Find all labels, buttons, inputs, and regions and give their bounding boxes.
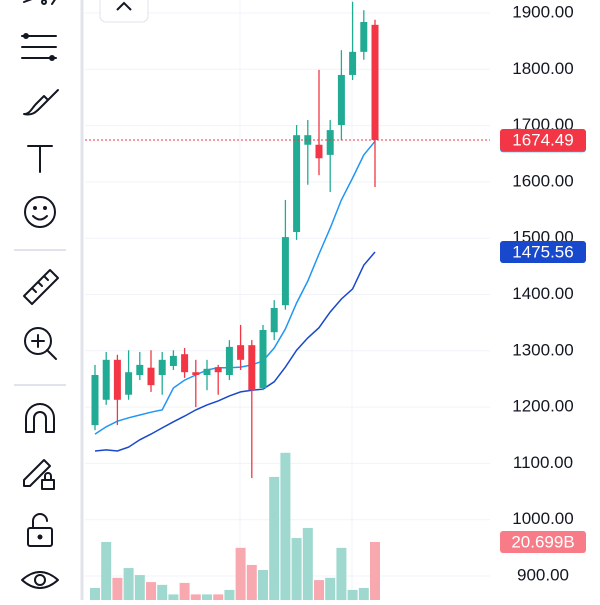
volume-bar: [370, 541, 380, 600]
volume-bar: [246, 564, 257, 600]
toolbar: [0, 0, 149, 600]
candle-body: [125, 372, 133, 395]
candle-body: [304, 135, 312, 145]
candle-body: [203, 368, 211, 376]
volume-bar: [190, 594, 201, 600]
volume-bar: [146, 582, 156, 600]
candle-body: [281, 237, 289, 306]
candle-body: [181, 354, 189, 373]
volume-bar: [291, 538, 302, 600]
candle-body: [102, 359, 110, 400]
volume-bar: [314, 580, 324, 600]
y-tick-label: 1800.00: [512, 59, 573, 78]
volume-tag: 20.699B: [511, 532, 574, 551]
collapse-button[interactable]: [99, 0, 149, 23]
y-tick-label: 1100.00: [513, 453, 573, 472]
text-tool[interactable]: [27, 145, 53, 173]
candle-body: [136, 364, 144, 376]
brush-tool[interactable]: [23, 89, 59, 116]
y-tick-label: 1300.00: [512, 340, 573, 359]
volume-bar: [336, 547, 347, 600]
volume-bar: [202, 594, 212, 600]
candle-body: [259, 329, 267, 388]
volume-bar: [302, 527, 313, 600]
zoom-tool[interactable]: [24, 327, 57, 360]
ruler-tool[interactable]: [23, 269, 59, 305]
candle-body: [360, 22, 368, 52]
candle-body: [337, 74, 345, 126]
volume-bar: [179, 582, 190, 600]
y-tick-label: 1000.00: [512, 509, 573, 528]
y-tick-label: 1200.00: [512, 397, 573, 416]
candle-body: [371, 24, 379, 140]
candle-body: [349, 51, 357, 75]
last-price-tag-bg: [500, 128, 586, 151]
volume-bar: [224, 589, 235, 600]
volume-bar: [269, 476, 280, 600]
candle-body: [91, 375, 99, 426]
moving-average-line: [94, 140, 376, 435]
moving-average-line: [94, 251, 376, 452]
volume-bar: [325, 577, 336, 600]
magnet-tool[interactable]: [25, 403, 55, 433]
candle-body: [113, 359, 121, 400]
volume-bar: [157, 584, 168, 600]
trend-tool[interactable]: [23, 0, 56, 5]
volume-bar: [347, 589, 358, 600]
volume-bar: [213, 594, 224, 600]
candle-body: [270, 308, 278, 333]
volume-bar: [258, 570, 268, 600]
candle-body: [248, 345, 256, 391]
candle-body: [315, 144, 323, 159]
lock-drawings-tool[interactable]: [23, 459, 55, 490]
volume-tag-bg: [500, 530, 586, 553]
y-tick-label: 1900.00: [512, 2, 573, 21]
candle-body: [192, 372, 200, 376]
volume-bar: [168, 594, 179, 600]
volume-bar: [280, 452, 291, 600]
collapse-icon: [116, 1, 132, 11]
y-tick-label: 900.00: [517, 566, 569, 585]
candle-body: [293, 135, 301, 233]
lock-tool[interactable]: [27, 513, 53, 547]
volume-bar: [123, 568, 134, 600]
ma-price-tag-bg: [500, 240, 586, 263]
candle-body: [147, 367, 155, 386]
candle-body: [326, 130, 334, 155]
candle-body: [214, 367, 222, 373]
candle-body: [225, 346, 233, 376]
visibility-tool[interactable]: [21, 571, 59, 589]
ma-price-tag: 1475.56: [512, 242, 573, 261]
volume-bar: [358, 587, 369, 600]
toolbar-bg: [0, 0, 80, 600]
volume-bar: [112, 577, 123, 600]
emoji-tool[interactable]: [24, 196, 56, 228]
collapse-button-bg: [99, 0, 149, 23]
last-price-tag: 1674.49: [512, 130, 573, 149]
plot-area: [85, 1, 490, 600]
volume-bar: [134, 575, 145, 600]
y-tick-label: 1600.00: [512, 171, 573, 190]
candle-body: [237, 345, 245, 360]
candle-body: [169, 355, 177, 367]
fib-tool[interactable]: [21, 33, 57, 61]
volume-bar: [101, 541, 112, 600]
candle-body: [158, 359, 166, 376]
volume-bar: [235, 547, 246, 600]
y-tick-label: 1400.00: [512, 284, 573, 303]
volume-bar: [90, 587, 100, 600]
